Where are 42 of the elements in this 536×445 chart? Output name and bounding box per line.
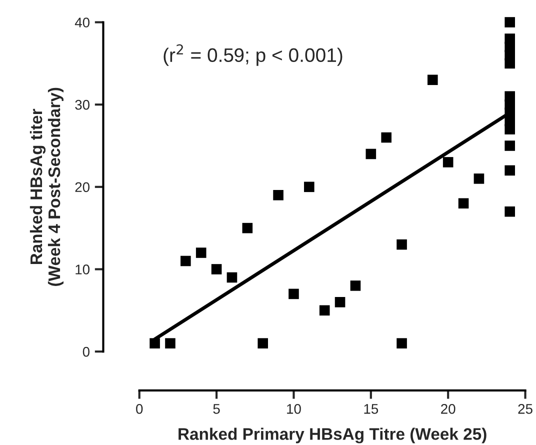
point [211,264,222,274]
point [350,280,361,291]
y-axis-title: Ranked HBsAg titer (Week 4 Post-Secondary) [30,88,64,286]
point [474,174,484,184]
y-tick-label: 40 [74,18,90,28]
point [458,198,469,209]
point [165,338,176,348]
x-tick-label: 25 [518,404,532,414]
x-tick-label: 5 [213,404,220,414]
point [226,272,238,283]
point [442,157,454,168]
point [504,17,515,28]
point [242,222,253,234]
y-tick-label: 0 [82,346,90,357]
point [150,338,160,348]
point [504,58,515,69]
point [196,248,206,258]
point [288,288,299,300]
y-tick-label: 30 [75,100,90,110]
annotation: (r$^{2}$ = 0.59; p < 0.001) [164,44,342,66]
x-axis-title: Ranked Primary HBsAg Titre (Week 25) [178,428,486,444]
x-tick-label: 20 [441,404,456,414]
point [180,256,191,266]
point [504,165,515,176]
point [334,297,346,308]
point [428,74,438,86]
x-tick-label: 0 [136,404,143,414]
point [366,148,376,160]
point [258,338,268,348]
point [504,140,515,151]
point [319,305,330,316]
point [504,124,515,134]
point [396,239,407,250]
y-tick-label: 10 [76,264,90,274]
point [304,182,314,192]
point [504,206,515,217]
x-tick-label: 15 [364,404,378,414]
x-tick-label: 10 [287,404,301,414]
y-tick-label: 20 [75,182,90,192]
point [396,338,407,348]
point [273,190,284,200]
point [381,132,392,143]
